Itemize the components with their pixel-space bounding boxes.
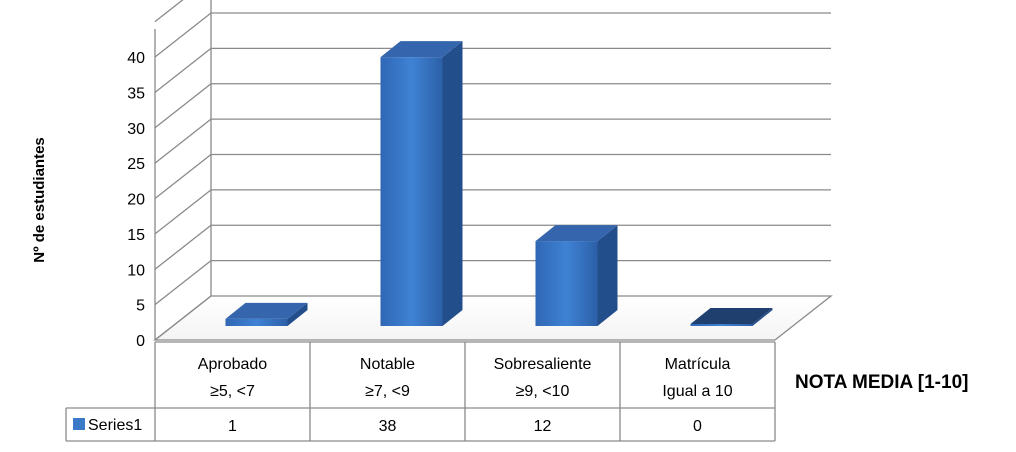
gridline-diagonal [154,47,212,93]
bar-side [597,225,618,326]
bar-top [225,302,308,319]
bar-side [287,302,308,326]
legend-swatch [73,418,85,430]
bar-top [380,41,463,58]
bar [225,302,308,326]
chart-walls [153,0,833,341]
data-value-label: 0 [693,418,702,435]
y-axis-ticks: 0 5 10 15 20 25 30 35 40 [127,50,145,350]
bar-front [690,324,753,326]
gridlines [154,0,831,341]
x-axis-label: NOTA MEDIA [1-10] [795,372,968,393]
category-label: Matrícula [665,356,731,373]
gridline-diagonal [154,0,184,23]
y-tick-label: 15 [127,227,145,244]
y-tick-label: 30 [127,121,145,138]
gridline-diagonal [154,224,212,270]
y-axis-label: Nº de estudiantes [31,137,48,263]
bar-front [535,241,598,326]
data-table: Aprobado ≥5, <7 Notable ≥7, <9 Sobresaliente… [65,341,776,442]
category-label: Sobresaliente [494,356,592,373]
y-tick-label: 35 [127,85,145,102]
data-value-label: 38 [379,418,397,435]
gridline-diagonal [154,153,212,200]
bar-front [225,318,288,326]
data-value-label: 12 [534,418,552,435]
bars [225,41,773,327]
y-tick-label: 40 [127,50,145,67]
gridline-diagonal [154,12,212,58]
category-sublabel: Igual a 10 [662,383,732,400]
category-sublabel: ≥9, <10 [516,383,570,400]
bar-front [380,57,443,327]
data-value-label: 1 [228,418,237,435]
bar [535,225,618,326]
y-tick-label: 20 [127,192,145,209]
bar-top [535,225,618,242]
gridline-diagonal [154,118,212,164]
series-name: Series1 [88,417,142,434]
bar-side [442,41,463,327]
y-tick-label: 25 [127,156,145,173]
bar-side [752,308,773,326]
category-label: Aprobado [198,356,267,373]
y-tick-label: 10 [127,262,145,279]
bar-top [690,308,773,324]
gridline-diagonal [154,83,212,129]
gridline-diagonal [154,260,212,306]
category-sublabel: ≥5, <7 [210,383,255,400]
y-tick-label: 0 [136,333,145,350]
y-tick-label: 5 [136,298,145,315]
category-label: Notable [360,356,415,373]
bar [690,308,773,326]
category-sublabel: ≥7, <9 [365,383,410,400]
bar [380,41,463,327]
gridline-diagonal [154,189,212,235]
gridline-diagonal [154,295,212,341]
